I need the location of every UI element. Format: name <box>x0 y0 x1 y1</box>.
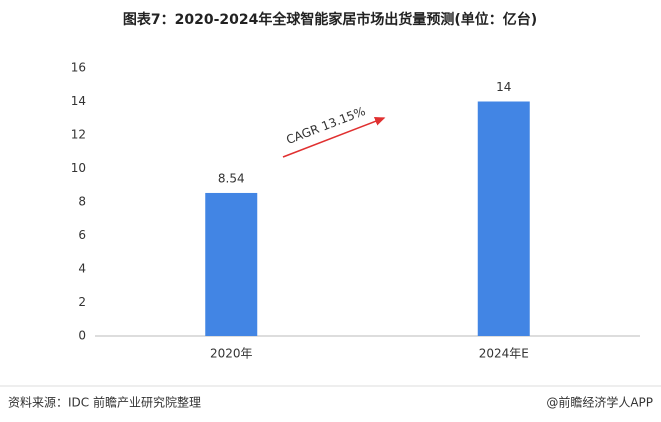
bar <box>477 101 530 336</box>
y-tick-label: 12 <box>71 128 86 142</box>
bar <box>205 192 258 336</box>
y-tick-label: 16 <box>71 61 86 75</box>
y-tick-label: 6 <box>78 228 86 242</box>
y-tick-label: 0 <box>78 329 86 343</box>
y-tick-label: 8 <box>78 195 86 209</box>
y-tick-label: 10 <box>71 161 86 175</box>
credit: @前瞻经济学人APP <box>546 395 653 410</box>
y-tick-label: 4 <box>78 262 86 276</box>
cagr-arrow <box>282 117 386 158</box>
value-label: 8.54 <box>218 171 245 185</box>
value-label: 14 <box>496 80 511 94</box>
y-tick-label: 14 <box>71 94 86 108</box>
x-tick-label: 2020年 <box>210 347 253 361</box>
chart-title: 图表7：2020-2024年全球智能家居市场出货量预测(单位：亿台) <box>123 11 537 28</box>
y-tick-label: 2 <box>78 295 86 309</box>
source: 资料来源：IDC 前瞻产业研究院整理 <box>8 395 201 410</box>
x-tick-label: 2024年E <box>479 347 529 361</box>
